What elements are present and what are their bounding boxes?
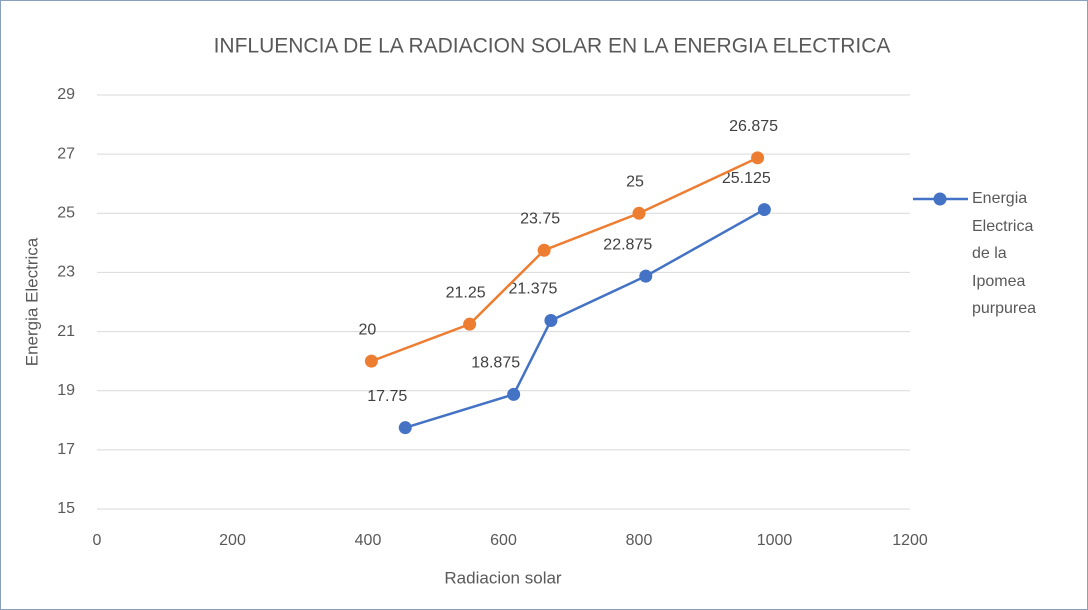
y-tick-label: 29: [57, 86, 75, 103]
point: [507, 387, 521, 401]
data-label: 17.75: [367, 388, 407, 405]
data-label: 20: [358, 321, 376, 338]
x-tick-label: 600: [490, 532, 517, 549]
x-tick-label: 0: [93, 532, 102, 549]
point: [544, 313, 558, 327]
y-tick-label: 17: [57, 441, 75, 458]
x-tick-label: 200: [219, 532, 246, 549]
x-tick-label: 400: [355, 532, 382, 549]
y-tick-label: 19: [57, 382, 75, 399]
y-tick-label: 25: [57, 205, 75, 222]
legend-marker: [933, 192, 947, 206]
point: [757, 203, 771, 217]
data-label: 25.125: [722, 170, 771, 187]
y-tick-label: 27: [57, 145, 75, 162]
y-tick-label: 23: [57, 264, 75, 281]
legend-label: Energia Electrica de la Ipomea purpurea: [972, 190, 1037, 317]
point: [364, 354, 378, 368]
y-tick-label: 15: [57, 500, 75, 517]
point: [537, 243, 551, 257]
chart-title: INFLUENCIA DE LA RADIACION SOLAR EN LA E…: [214, 35, 891, 58]
y-tick-label: 21: [57, 323, 75, 340]
point: [751, 151, 765, 165]
x-tick-label: 800: [626, 532, 653, 549]
data-label: 23.75: [520, 210, 560, 227]
x-tick-label: 1200: [892, 532, 928, 549]
data-label: 21.25: [446, 284, 486, 301]
point: [632, 206, 646, 220]
point: [463, 317, 477, 331]
y-axis-title: Energia Electrica: [22, 237, 41, 366]
data-label: 25: [626, 174, 644, 191]
point: [639, 269, 653, 283]
x-tick-label: 1000: [757, 532, 793, 549]
data-label: 22.875: [603, 236, 652, 253]
point: [398, 421, 412, 435]
data-label: 18.875: [471, 355, 520, 372]
data-label: 21.375: [508, 281, 557, 298]
data-label: 26.875: [729, 118, 778, 135]
x-axis-title: Radiacion solar: [444, 568, 562, 587]
